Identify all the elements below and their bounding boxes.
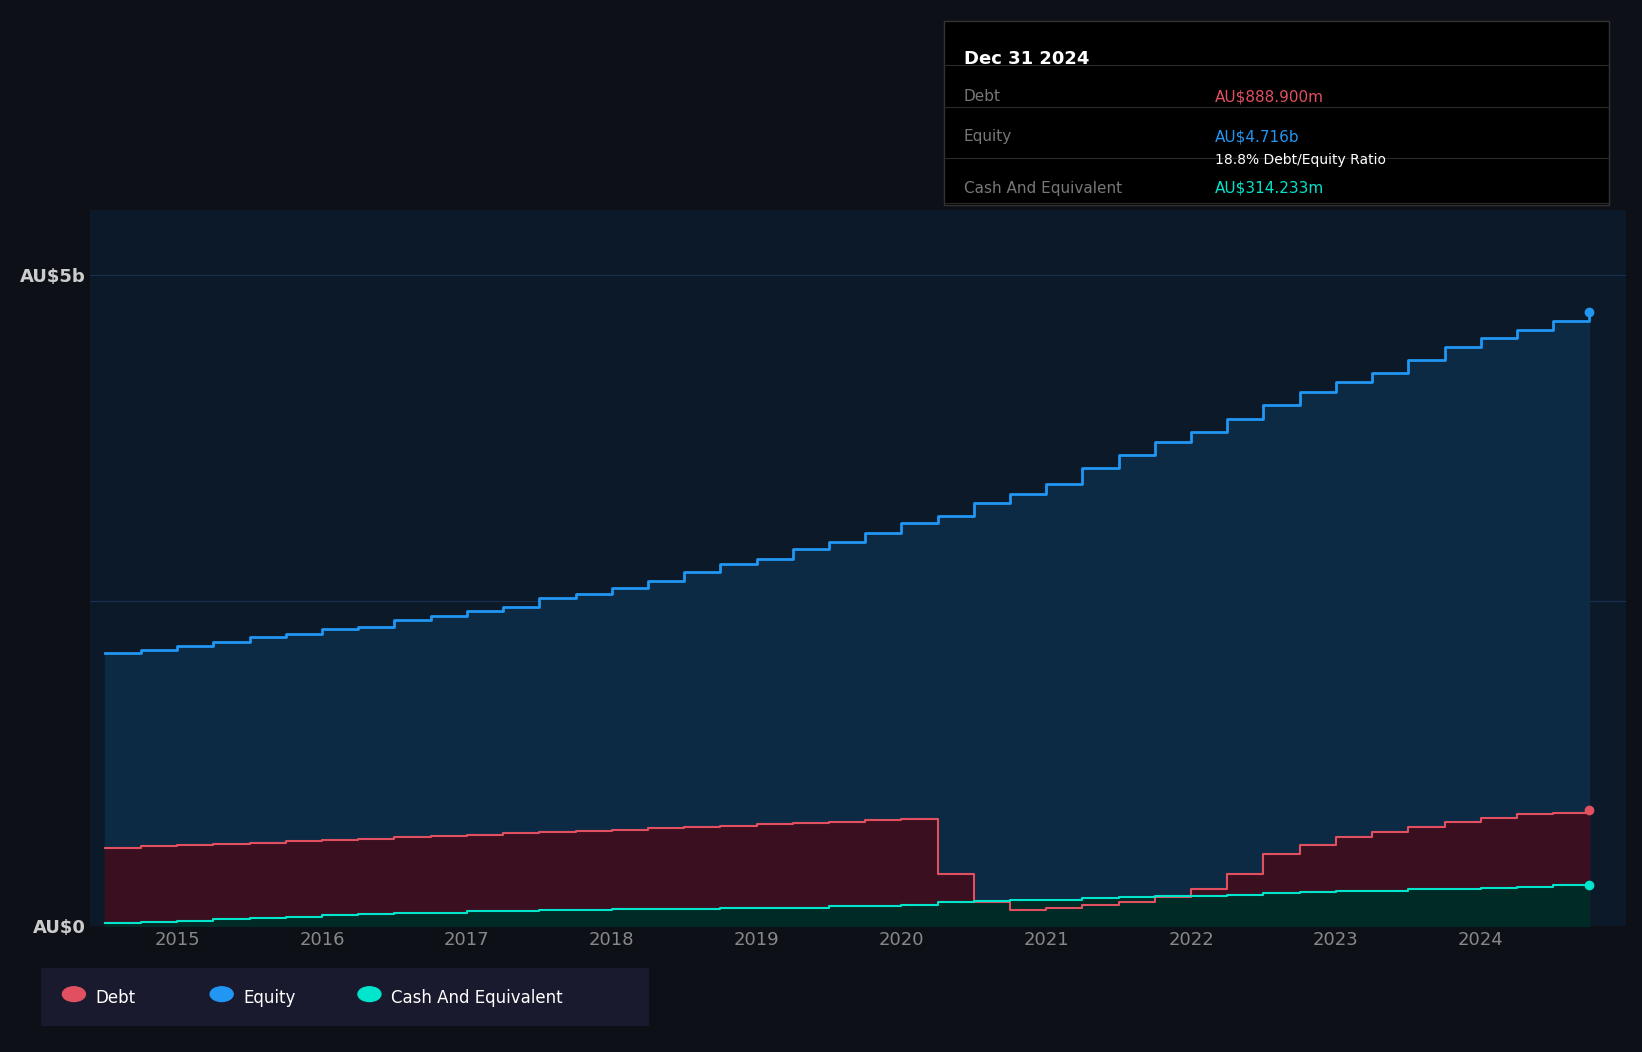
Text: AU$314.233m: AU$314.233m bbox=[1215, 181, 1325, 196]
Text: Cash And Equivalent: Cash And Equivalent bbox=[964, 181, 1121, 196]
Text: AU$4.716b: AU$4.716b bbox=[1215, 129, 1300, 144]
Text: Cash And Equivalent: Cash And Equivalent bbox=[391, 989, 563, 1007]
Text: Debt: Debt bbox=[95, 989, 135, 1007]
Text: Equity: Equity bbox=[243, 989, 296, 1007]
Text: 18.8% Debt/Equity Ratio: 18.8% Debt/Equity Ratio bbox=[1215, 153, 1386, 166]
Text: AU$888.900m: AU$888.900m bbox=[1215, 89, 1323, 104]
Text: Equity: Equity bbox=[964, 129, 1011, 144]
Text: Dec 31 2024: Dec 31 2024 bbox=[964, 50, 1089, 68]
Text: Debt: Debt bbox=[964, 89, 1002, 104]
